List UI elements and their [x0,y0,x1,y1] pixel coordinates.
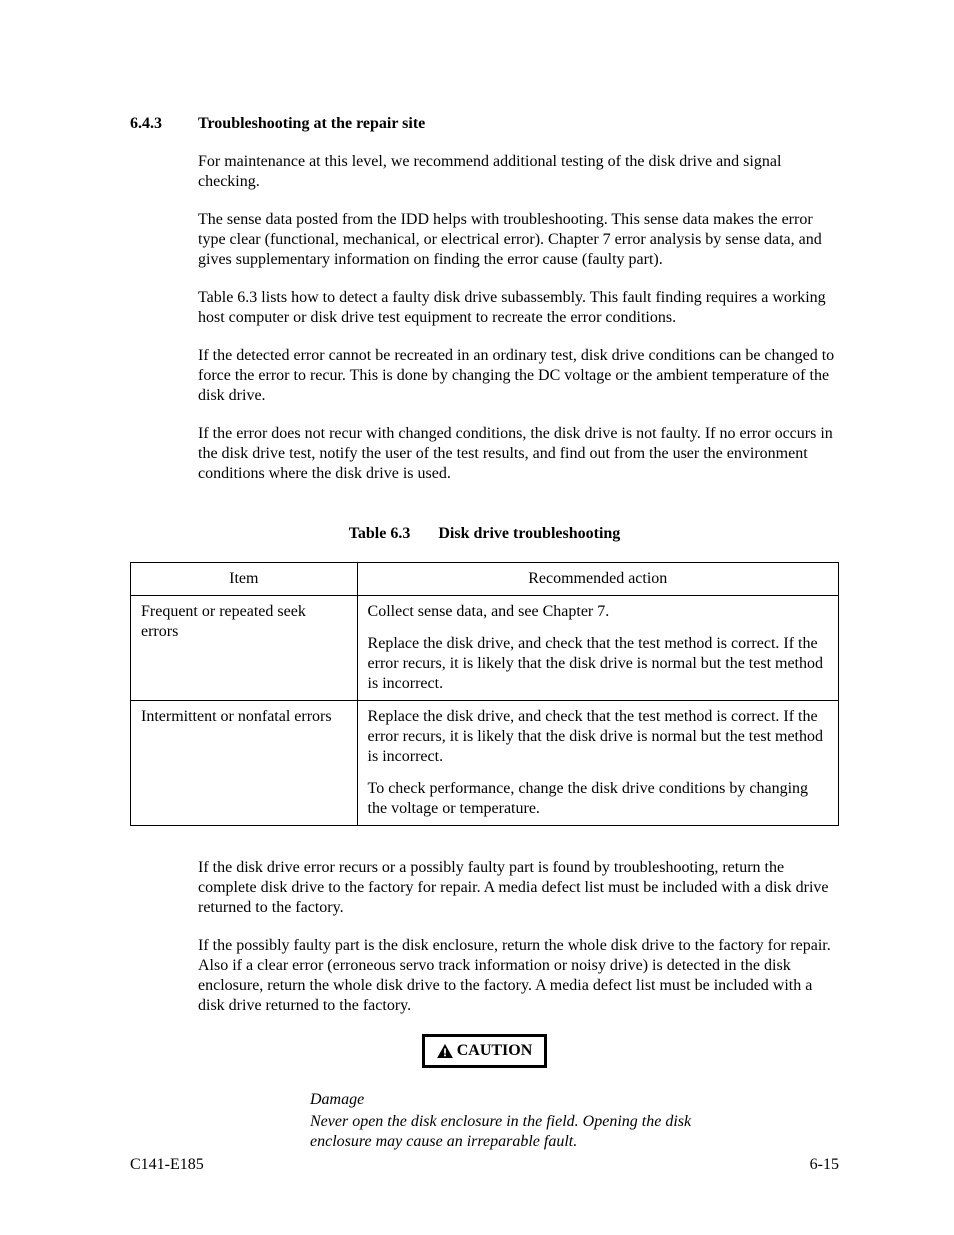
troubleshooting-table: Item Recommended action Frequent or repe… [130,562,839,826]
section-title: Troubleshooting at the repair site [198,114,425,134]
caution-body: Damage Never open the disk enclosure in … [310,1090,719,1152]
footer-doc-id: C141-E185 [130,1155,204,1175]
caution-box: CAUTION [422,1034,548,1068]
caution-label: CAUTION [457,1041,533,1061]
document-page: 6.4.3 Troubleshooting at the repair site… [0,0,954,1235]
action-text: Collect sense data, and see Chapter 7. [368,602,828,622]
table-caption-title: Disk drive troubleshooting [438,525,620,542]
table-header-action: Recommended action [357,563,838,596]
action-text: Replace the disk drive, and check that t… [368,707,828,767]
table-header-item: Item [131,563,358,596]
paragraph: The sense data posted from the IDD helps… [198,210,839,270]
paragraph: If the detected error cannot be recreate… [198,346,839,406]
table-row: Frequent or repeated seek errors Collect… [131,596,839,701]
table-caption-number: Table 6.3 [349,525,411,542]
table-cell-item: Frequent or repeated seek errors [131,596,358,701]
table-header-row: Item Recommended action [131,563,839,596]
caution-box-wrap: CAUTION [130,1034,839,1068]
section-heading: 6.4.3 Troubleshooting at the repair site [130,114,839,134]
section-number: 6.4.3 [130,114,198,134]
caution-heading: Damage [310,1090,719,1110]
table-caption: Table 6.3 Disk drive troubleshooting [130,524,839,544]
caution-text: Never open the disk enclosure in the fie… [310,1112,719,1152]
footer-page-number: 6-15 [810,1155,839,1175]
action-text: To check performance, change the disk dr… [368,779,828,819]
action-text: Replace the disk drive, and check that t… [368,634,828,694]
paragraph: If the possibly faulty part is the disk … [198,936,839,1016]
warning-icon [437,1044,453,1058]
paragraph: If the error does not recur with changed… [198,424,839,484]
table-cell-action: Replace the disk drive, and check that t… [357,701,838,826]
table-cell-action: Collect sense data, and see Chapter 7. R… [357,596,838,701]
paragraph: For maintenance at this level, we recomm… [198,152,839,192]
paragraph: If the disk drive error recurs or a poss… [198,858,839,918]
page-footer: C141-E185 6-15 [130,1155,839,1175]
table-cell-item: Intermittent or nonfatal errors [131,701,358,826]
paragraph: Table 6.3 lists how to detect a faulty d… [198,288,839,328]
table-row: Intermittent or nonfatal errors Replace … [131,701,839,826]
